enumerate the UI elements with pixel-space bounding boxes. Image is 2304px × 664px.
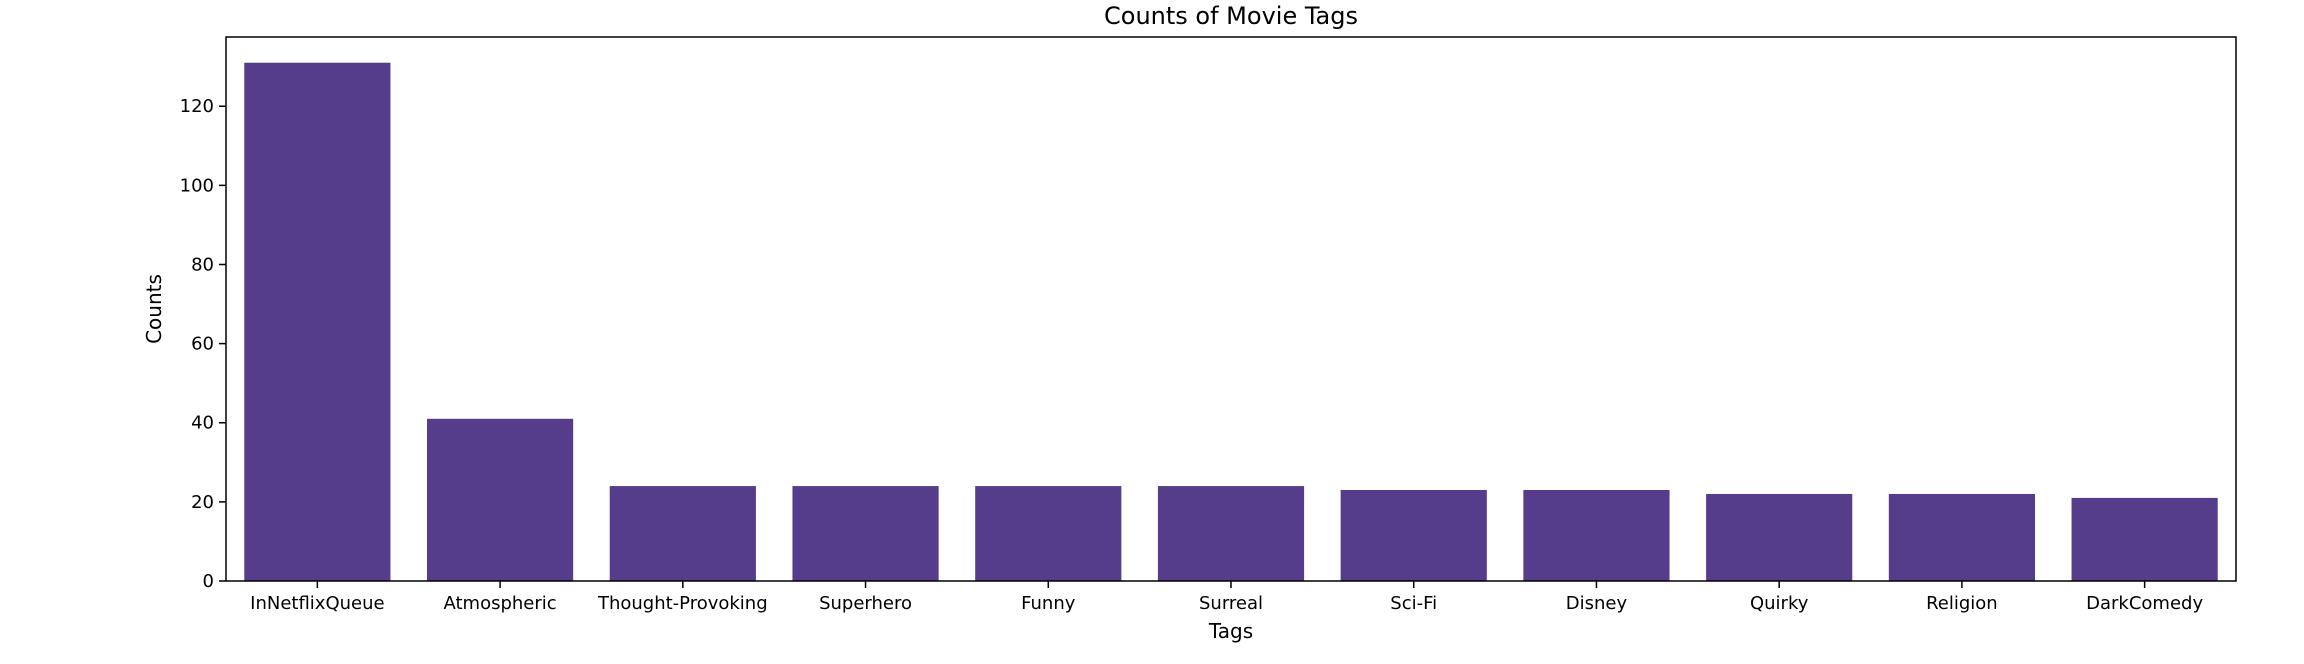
x-tick-label: Atmospheric	[443, 593, 556, 614]
y-tick-label: 40	[191, 413, 214, 434]
x-tick-label: Religion	[1926, 593, 1998, 614]
bar-sci-fi	[1340, 490, 1487, 581]
bar-superhero	[792, 486, 939, 581]
bar-innetflixqueue	[244, 62, 391, 581]
x-tick-label: Disney	[1566, 593, 1628, 614]
chart-title: Counts of Movie Tags	[1104, 2, 1358, 30]
x-tick-label: Surreal	[1199, 593, 1263, 614]
bar-thought-provoking	[609, 486, 756, 581]
y-axis-ticks: 0 20 40 60 80 100 120	[180, 96, 226, 592]
x-tick-label: InNetflixQueue	[250, 593, 384, 614]
y-tick-label: 20	[191, 492, 214, 513]
bars-group	[244, 62, 2218, 581]
bar-funny	[975, 486, 1122, 581]
y-tick-label: 120	[180, 96, 214, 117]
y-tick-label: 60	[191, 334, 214, 355]
x-tick-label: Sci-Fi	[1390, 593, 1437, 614]
x-tick-label: Superhero	[819, 593, 912, 614]
x-tick-label: Thought-Provoking	[597, 593, 768, 614]
bar-religion	[1888, 493, 2035, 581]
x-axis-label: Tags	[1208, 619, 1253, 643]
bar-surreal	[1157, 486, 1305, 581]
x-tick-label: Quirky	[1750, 593, 1809, 614]
x-tick-label: Funny	[1021, 593, 1076, 614]
bar-disney	[1523, 490, 1670, 581]
y-tick-label: 0	[203, 571, 214, 592]
y-tick-label: 100	[180, 175, 214, 196]
y-tick-label: 80	[191, 254, 214, 275]
bar-darkcomedy	[2071, 497, 2218, 581]
bar-quirky	[1706, 493, 1853, 581]
x-axis-ticks: InNetflixQueue Atmospheric Thought-Provoki…	[250, 581, 2203, 614]
y-axis-label: Counts	[142, 274, 166, 344]
x-tick-label: DarkComedy	[2086, 593, 2203, 614]
bar-atmospheric	[427, 418, 574, 581]
